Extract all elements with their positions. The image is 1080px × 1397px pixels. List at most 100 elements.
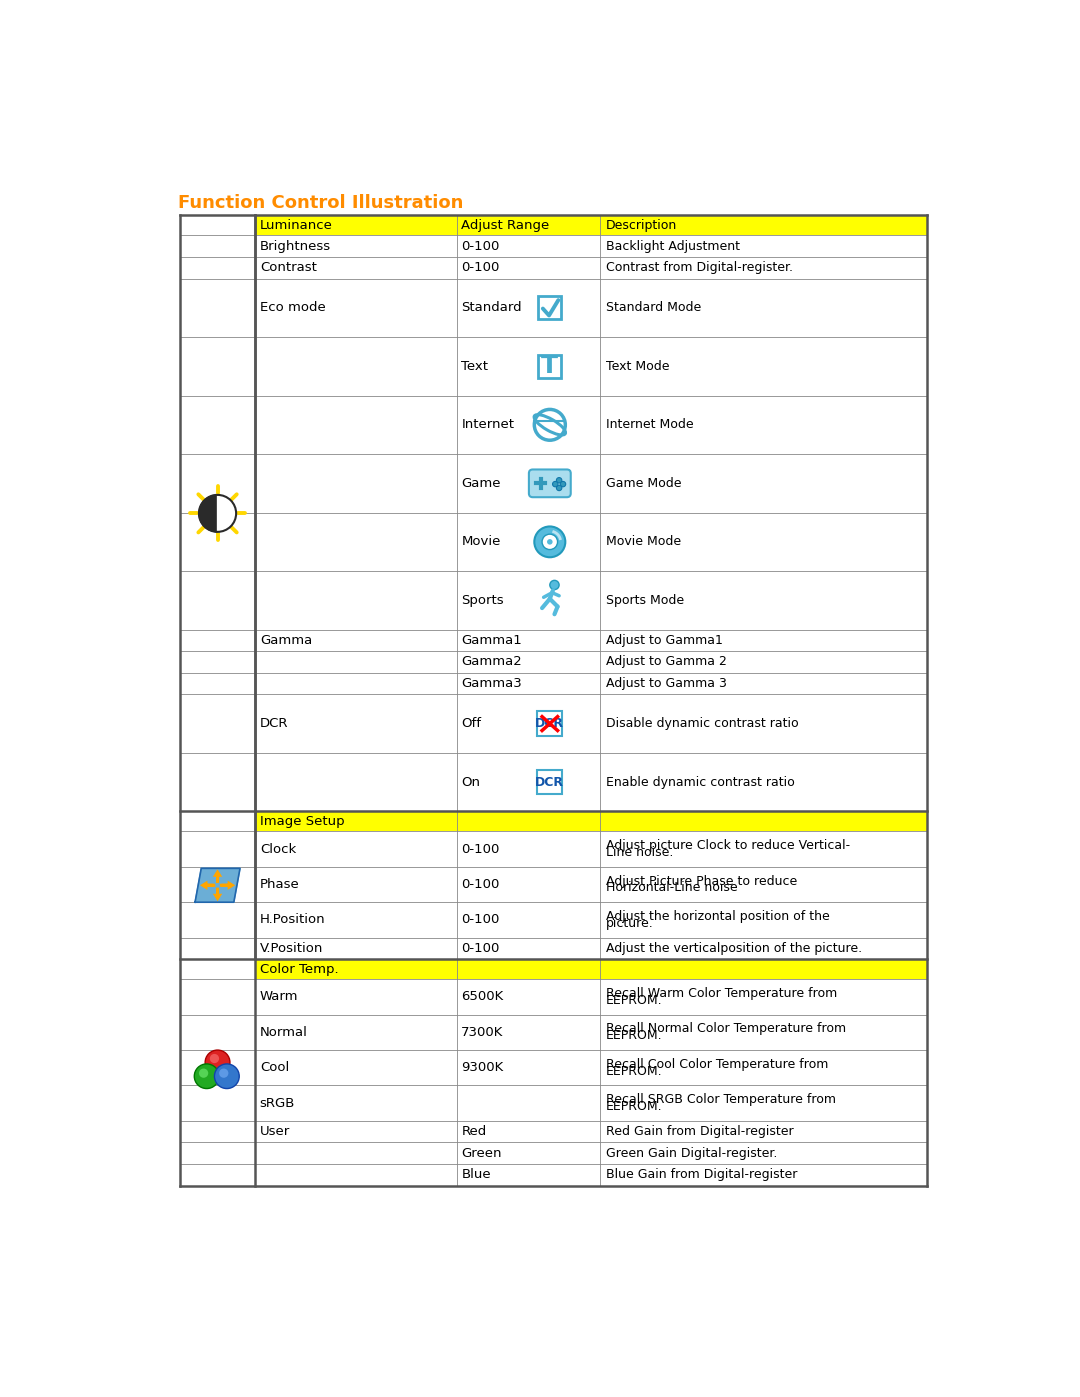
Text: Gamma1: Gamma1: [461, 634, 522, 647]
Circle shape: [556, 478, 562, 483]
Circle shape: [535, 527, 565, 557]
Text: Recall Normal Color Temperature from: Recall Normal Color Temperature from: [606, 1023, 847, 1035]
Text: Function Control Illustration: Function Control Illustration: [177, 194, 463, 212]
Text: Green: Green: [461, 1147, 502, 1160]
Text: Gamma3: Gamma3: [461, 678, 522, 690]
Text: Backlight Adjustment: Backlight Adjustment: [606, 240, 740, 253]
FancyArrow shape: [216, 872, 219, 882]
Text: Game: Game: [461, 476, 501, 490]
Text: sRGB: sRGB: [260, 1097, 295, 1109]
Text: Off: Off: [461, 717, 482, 731]
Text: Blue: Blue: [461, 1168, 491, 1182]
Text: Contrast: Contrast: [260, 261, 316, 274]
Text: Recall Warm Color Temperature from: Recall Warm Color Temperature from: [606, 986, 837, 1000]
Bar: [180, 215, 927, 1186]
Text: EEPROM.: EEPROM.: [606, 993, 663, 1007]
Text: EEPROM.: EEPROM.: [606, 1101, 663, 1113]
Circle shape: [199, 1069, 208, 1077]
Text: Adjust Picture Phase to reduce: Adjust Picture Phase to reduce: [606, 875, 797, 887]
Text: Adjust to Gamma 3: Adjust to Gamma 3: [606, 678, 727, 690]
Text: Phase: Phase: [260, 877, 299, 891]
Bar: [538, 355, 562, 377]
Text: Image Setup: Image Setup: [260, 814, 345, 828]
Text: Sports Mode: Sports Mode: [606, 594, 685, 606]
Bar: [255, 960, 927, 979]
Bar: [538, 770, 563, 795]
Text: EEPROM.: EEPROM.: [606, 1030, 663, 1042]
Circle shape: [205, 1051, 230, 1074]
Text: 0-100: 0-100: [461, 261, 500, 274]
Text: 0-100: 0-100: [461, 877, 500, 891]
Circle shape: [550, 580, 559, 590]
Text: Enable dynamic contrast ratio: Enable dynamic contrast ratio: [606, 775, 795, 788]
Text: Warm: Warm: [260, 990, 298, 1003]
Text: Adjust the verticalposition of the picture.: Adjust the verticalposition of the pictu…: [606, 942, 862, 956]
Text: Red Gain from Digital-register: Red Gain from Digital-register: [606, 1125, 794, 1139]
Text: Standard: Standard: [461, 302, 522, 314]
Polygon shape: [199, 495, 217, 532]
Text: Disable dynamic contrast ratio: Disable dynamic contrast ratio: [606, 717, 799, 731]
Text: 7300K: 7300K: [461, 1025, 503, 1039]
Text: Movie Mode: Movie Mode: [606, 535, 681, 549]
Text: Recall Cool Color Temperature from: Recall Cool Color Temperature from: [606, 1058, 828, 1071]
Text: Text Mode: Text Mode: [606, 360, 670, 373]
FancyArrow shape: [216, 888, 219, 898]
Circle shape: [194, 1065, 219, 1088]
Text: Adjust to Gamma 2: Adjust to Gamma 2: [606, 655, 727, 669]
Text: V.Position: V.Position: [260, 942, 323, 956]
Text: Internet Mode: Internet Mode: [606, 418, 693, 432]
Circle shape: [548, 539, 553, 545]
Text: Cool: Cool: [260, 1062, 289, 1074]
Text: Gamma2: Gamma2: [461, 655, 522, 669]
Circle shape: [556, 485, 562, 490]
FancyBboxPatch shape: [529, 469, 570, 497]
Text: Gamma: Gamma: [260, 634, 312, 647]
Text: Luminance: Luminance: [260, 219, 333, 232]
Text: Description: Description: [606, 219, 677, 232]
Text: EEPROM.: EEPROM.: [606, 1065, 663, 1077]
Bar: [255, 215, 927, 236]
Text: DCR: DCR: [536, 775, 565, 788]
Text: Adjust picture Clock to reduce Vertical-: Adjust picture Clock to reduce Vertical-: [606, 840, 850, 852]
Text: T: T: [541, 355, 558, 379]
Polygon shape: [217, 495, 237, 532]
Text: H.Position: H.Position: [260, 914, 325, 926]
Text: Contrast from Digital-register.: Contrast from Digital-register.: [606, 261, 793, 274]
Text: Eco mode: Eco mode: [260, 302, 325, 314]
Circle shape: [542, 534, 557, 549]
Text: 0-100: 0-100: [461, 842, 500, 855]
Text: DCR: DCR: [260, 717, 288, 731]
Text: Recall SRGB Color Temperature from: Recall SRGB Color Temperature from: [606, 1094, 836, 1106]
Text: Clock: Clock: [260, 842, 296, 855]
Text: 0-100: 0-100: [461, 240, 500, 253]
FancyArrow shape: [221, 883, 232, 887]
Text: Sports: Sports: [461, 594, 504, 606]
Text: Line noise.: Line noise.: [606, 847, 674, 859]
Text: Green Gain Digital-register.: Green Gain Digital-register.: [606, 1147, 778, 1160]
Text: Game Mode: Game Mode: [606, 476, 681, 490]
Polygon shape: [195, 869, 240, 902]
Text: 0-100: 0-100: [461, 914, 500, 926]
Text: Brightness: Brightness: [260, 240, 330, 253]
Text: 9300K: 9300K: [461, 1062, 503, 1074]
Text: Horizontal-Line noise: Horizontal-Line noise: [606, 882, 738, 894]
Circle shape: [219, 1069, 228, 1077]
Bar: [538, 296, 562, 320]
Text: Color Temp.: Color Temp.: [260, 963, 338, 975]
Circle shape: [215, 1065, 240, 1088]
Text: 0-100: 0-100: [461, 942, 500, 956]
Circle shape: [210, 1053, 219, 1063]
Text: DCR: DCR: [536, 717, 565, 731]
Text: 6500K: 6500K: [461, 990, 503, 1003]
FancyArrow shape: [203, 883, 214, 887]
Text: Movie: Movie: [461, 535, 501, 549]
Text: Standard Mode: Standard Mode: [606, 302, 701, 314]
Bar: [255, 812, 927, 831]
Text: Blue Gain from Digital-register: Blue Gain from Digital-register: [606, 1168, 797, 1182]
Text: Text: Text: [461, 360, 488, 373]
Text: picture.: picture.: [606, 916, 654, 930]
Text: Adjust Range: Adjust Range: [461, 219, 550, 232]
Text: Red: Red: [461, 1125, 486, 1139]
Text: Normal: Normal: [260, 1025, 308, 1039]
Circle shape: [561, 482, 566, 486]
